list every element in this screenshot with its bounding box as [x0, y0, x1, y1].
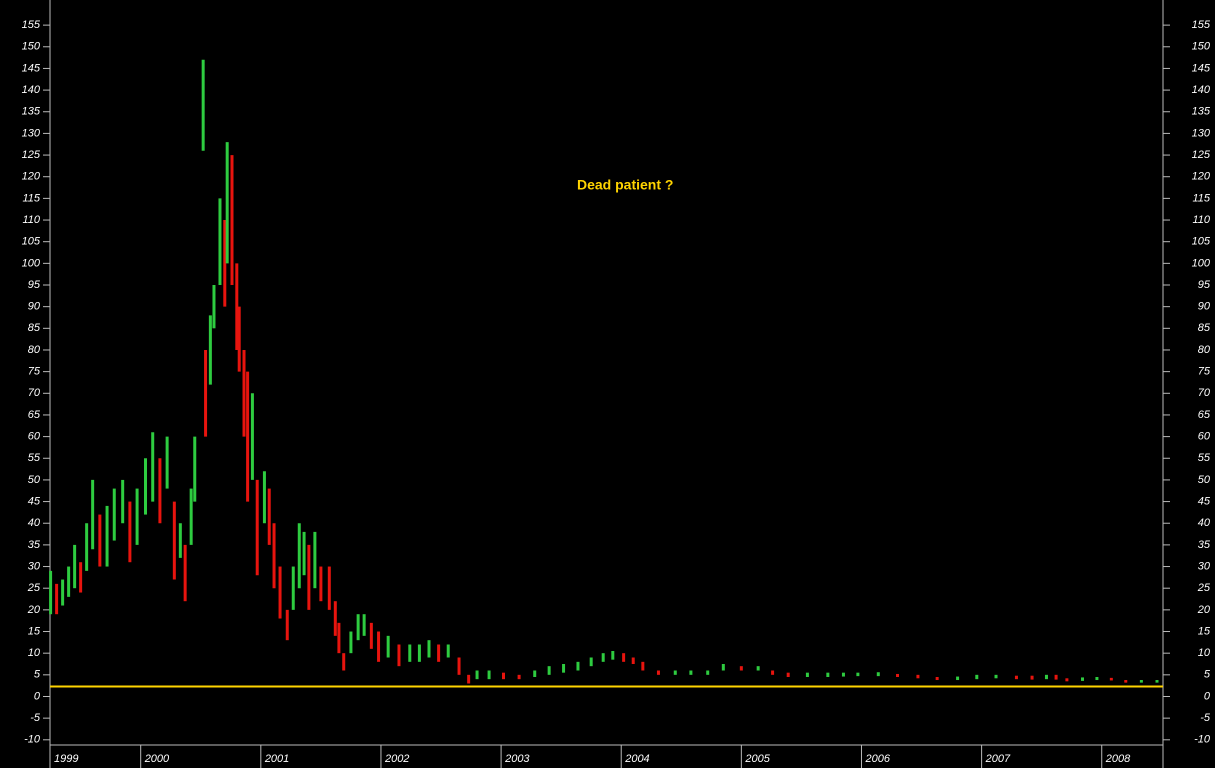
y-tick-label: 150 [22, 41, 41, 53]
y-tick-label: 35 [28, 539, 41, 551]
y-tick-label: 140 [22, 84, 41, 96]
y-tick-label: 95 [28, 279, 41, 291]
y-tick-label: 75 [28, 366, 41, 378]
y2-tick-label: 40 [1198, 517, 1211, 529]
y2-tick-label: 140 [1192, 84, 1211, 96]
x-tick-label: 1999 [54, 753, 78, 765]
y2-tick-label: 145 [1192, 62, 1211, 74]
y2-tick-label: -10 [1194, 734, 1211, 746]
y-tick-label: 100 [22, 257, 41, 269]
y2-tick-label: 60 [1198, 431, 1211, 443]
y-tick-label: 60 [28, 431, 41, 443]
y2-tick-label: 115 [1192, 192, 1210, 204]
y2-tick-label: 45 [1198, 495, 1211, 507]
y-tick-label: -10 [24, 734, 41, 746]
y-tick-label: 120 [22, 171, 41, 183]
y2-tick-label: 95 [1198, 279, 1211, 291]
y2-tick-label: 155 [1192, 19, 1211, 31]
x-tick-label: 2001 [264, 753, 289, 765]
y2-tick-label: 135 [1192, 106, 1211, 118]
y2-tick-label: 0 [1204, 690, 1211, 702]
y-tick-label: 50 [28, 474, 41, 486]
y-tick-label: 25 [27, 582, 41, 594]
y-tick-label: 5 [34, 669, 41, 681]
y2-tick-label: 75 [1198, 366, 1211, 378]
annotation: Dead patient ? [577, 177, 673, 193]
y2-tick-label: 120 [1192, 171, 1211, 183]
x-tick-label: 2003 [504, 753, 530, 765]
y-tick-label: 85 [28, 322, 41, 334]
y2-tick-label: 10 [1198, 647, 1211, 659]
y2-tick-label: 150 [1192, 41, 1211, 53]
y-tick-label: 45 [28, 495, 41, 507]
y2-tick-label: 15 [1198, 625, 1211, 637]
y-tick-label: 115 [22, 192, 40, 204]
y2-tick-label: 20 [1197, 604, 1211, 616]
x-tick-label: 2008 [1105, 753, 1131, 765]
x-tick-label: 2006 [864, 753, 890, 765]
x-tick-label: 2004 [624, 753, 649, 765]
y-tick-label: 40 [28, 517, 41, 529]
y2-tick-label: 105 [1192, 236, 1211, 248]
y-tick-label: 70 [28, 387, 41, 399]
y-tick-label: 15 [28, 625, 41, 637]
y-tick-label: 90 [28, 301, 41, 313]
y-tick-label: -5 [30, 712, 41, 724]
y-tick-label: 0 [34, 690, 41, 702]
y-tick-label: 55 [28, 452, 41, 464]
x-tick-label: 2005 [744, 753, 770, 765]
y-tick-label: 105 [22, 236, 41, 248]
y-tick-label: 10 [28, 647, 41, 659]
y-tick-label: 110 [22, 214, 40, 226]
y-tick-label: 145 [22, 62, 41, 74]
y2-tick-label: 70 [1198, 387, 1211, 399]
y2-tick-label: 30 [1198, 560, 1211, 572]
y-tick-label: 65 [28, 409, 41, 421]
y2-tick-label: 85 [1198, 322, 1211, 334]
y2-tick-label: 5 [1204, 669, 1211, 681]
y2-tick-label: 65 [1198, 409, 1211, 421]
y2-tick-label: 130 [1192, 127, 1211, 139]
y2-tick-label: 80 [1198, 344, 1211, 356]
y-tick-label: 135 [22, 106, 41, 118]
y2-tick-label: 90 [1198, 301, 1211, 313]
y-tick-label: 80 [28, 344, 41, 356]
y-tick-label: 130 [22, 127, 41, 139]
y-tick-label: 20 [27, 604, 41, 616]
y2-tick-label: 100 [1192, 257, 1211, 269]
y2-tick-label: 110 [1192, 214, 1210, 226]
y2-tick-label: 50 [1198, 474, 1211, 486]
y-tick-label: 155 [22, 19, 41, 31]
y2-tick-label: 25 [1197, 582, 1211, 594]
y-tick-label: 125 [22, 149, 41, 161]
y2-tick-label: 35 [1198, 539, 1211, 551]
y2-tick-label: 55 [1198, 452, 1211, 464]
x-tick-label: 2000 [144, 753, 170, 765]
y2-tick-label: 125 [1192, 149, 1211, 161]
y-tick-label: 30 [28, 560, 41, 572]
y2-tick-label: -5 [1200, 712, 1211, 724]
x-tick-label: 2002 [384, 753, 409, 765]
x-tick-label: 2007 [985, 753, 1011, 765]
